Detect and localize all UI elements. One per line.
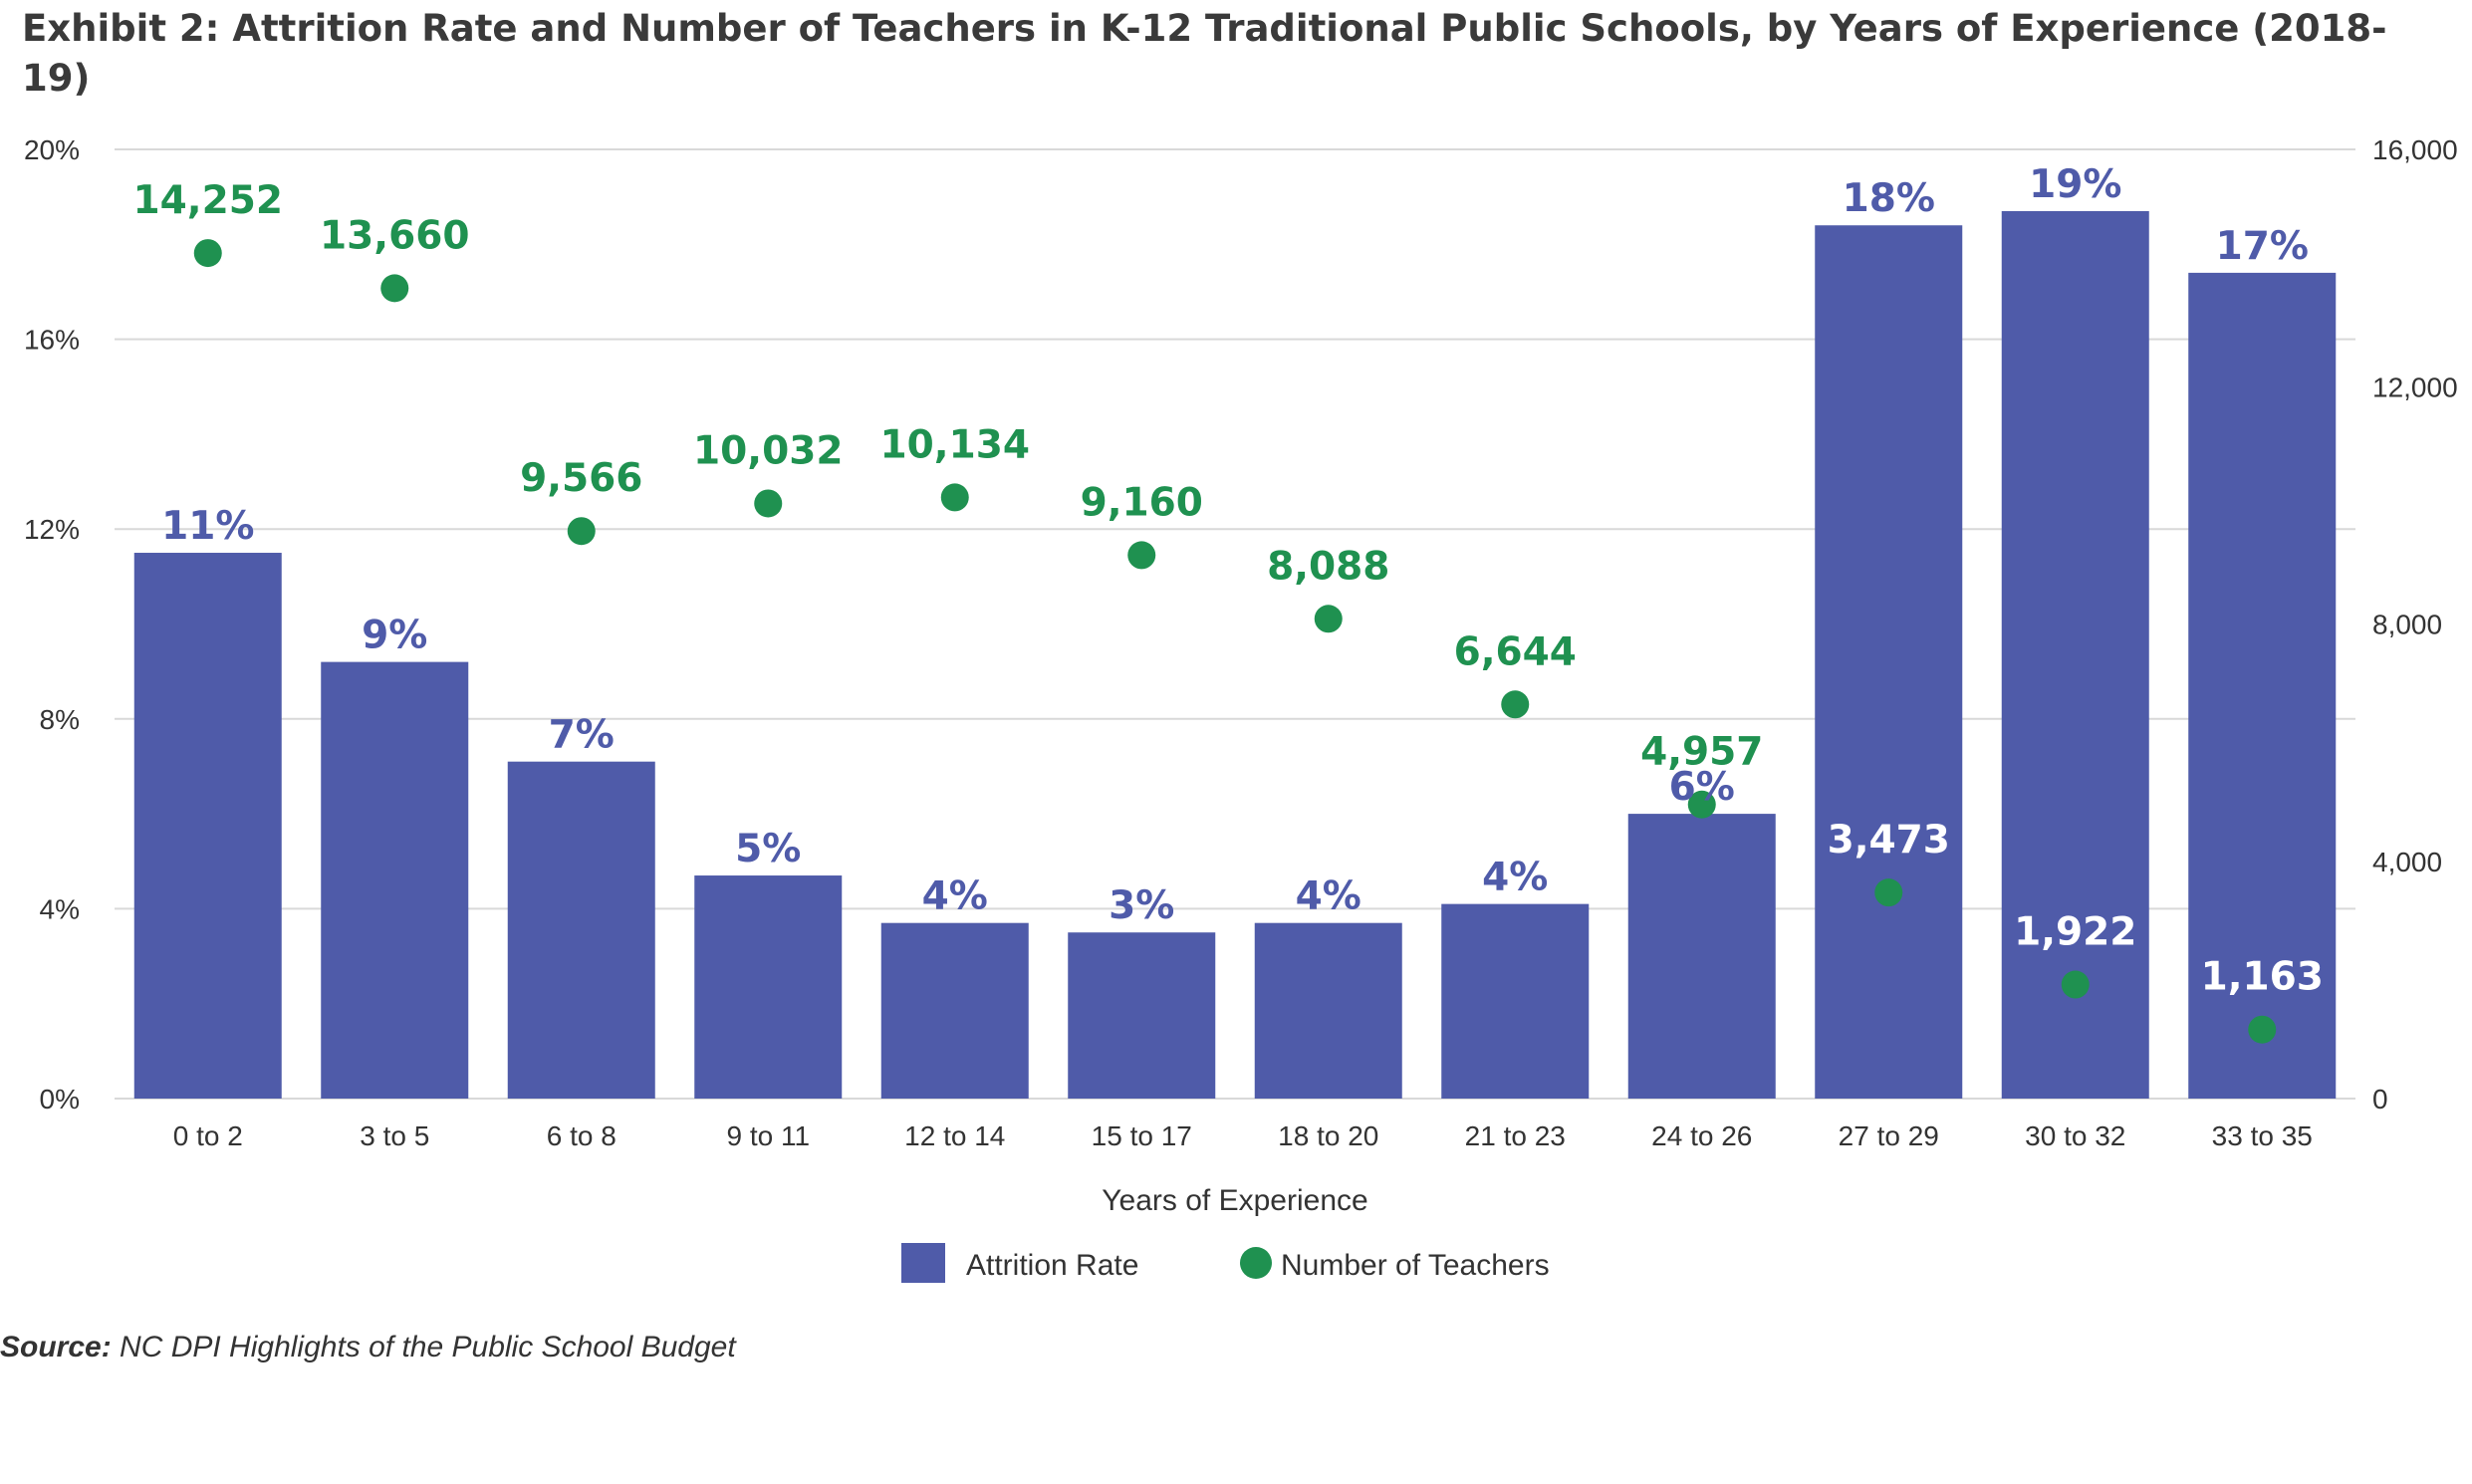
- dots: [193, 239, 2277, 1044]
- dot-value-label: 9,160: [1081, 480, 1203, 525]
- gridlines: [115, 148, 2355, 1100]
- legend-label-dot: Number of Teachers: [1281, 1249, 1550, 1282]
- x-tick-label: 9 to 11: [726, 1120, 810, 1151]
- y-left-tick-label: 0%: [40, 1084, 80, 1114]
- dot: [567, 517, 596, 546]
- dot-value-label: 1,922: [2014, 910, 2136, 955]
- bar: [1254, 922, 1402, 1099]
- dot: [1501, 690, 1530, 719]
- y-right-tick-label: 4,000: [2372, 847, 2442, 877]
- source-note: Source: NC DPI Highlights of the Public …: [0, 1331, 736, 1364]
- bars: [133, 210, 2337, 1100]
- bar: [133, 553, 282, 1099]
- x-tick-label: 24 to 26: [1651, 1120, 1752, 1151]
- dot: [193, 239, 222, 268]
- x-tick-label: 33 to 35: [2212, 1120, 2313, 1151]
- bar-value-label: 19%: [2029, 162, 2121, 207]
- bar-value-label: 4%: [1296, 874, 1361, 919]
- data-labels: 11% 14,252 9% 13,660 7% 9,566 5% 10,032 4% 10,134…: [133, 162, 2324, 1000]
- dot-value-label: 14,252: [133, 178, 284, 223]
- dot: [754, 489, 783, 518]
- bar: [1441, 903, 1590, 1099]
- legend: Attrition Rate Number of Teachers: [901, 1243, 1550, 1283]
- legend-swatch-bar: [901, 1243, 945, 1283]
- dot-value-label: 10,134: [880, 422, 1031, 467]
- dot-value-label: 6,644: [1454, 629, 1577, 674]
- bar-value-label: 18%: [1843, 176, 1935, 221]
- dot-value-label: 10,032: [693, 428, 844, 473]
- y-right-tick-label: 12,000: [2372, 371, 2458, 402]
- dot: [940, 483, 969, 512]
- axes: 0% 4% 8% 12% 16% 20% 0 4,000 8,000 12,000 16,000 0 …: [24, 134, 2458, 1217]
- legend-swatch-dot: [1240, 1247, 1272, 1279]
- dot-value-label: 8,088: [1267, 544, 1389, 589]
- y-left-tick-label: 4%: [40, 893, 80, 924]
- y-right-tick-label: 16,000: [2372, 134, 2458, 165]
- source-label: Source:: [0, 1331, 112, 1363]
- x-tick-label: 6 to 8: [547, 1120, 617, 1151]
- x-tick-label: 0 to 2: [173, 1120, 243, 1151]
- y-left-tick-label: 16%: [24, 325, 80, 356]
- bar: [321, 661, 469, 1099]
- source-text: NC DPI Highlights of the Public School B…: [111, 1331, 736, 1363]
- bar: [880, 922, 1029, 1099]
- x-tick-label: 27 to 29: [1839, 1120, 1939, 1151]
- bar-value-label: 4%: [922, 874, 988, 919]
- dot: [1687, 790, 1716, 819]
- bar-value-label: 3%: [1109, 883, 1174, 928]
- x-tick-label: 12 to 14: [904, 1120, 1005, 1151]
- dot-value-label: 3,473: [1828, 818, 1950, 863]
- bar-value-label: 6%: [1669, 765, 1735, 810]
- dot-value-label: 9,566: [520, 456, 642, 501]
- bar: [2001, 210, 2149, 1099]
- dot: [2248, 1015, 2277, 1044]
- x-tick-label: 21 to 23: [1465, 1120, 1566, 1151]
- bar: [1815, 225, 1963, 1100]
- x-tick-label: 18 to 20: [1278, 1120, 1378, 1151]
- bar: [507, 761, 655, 1099]
- y-left-tick-label: 8%: [40, 704, 80, 735]
- dot-value-label: 1,163: [2201, 955, 2324, 1000]
- y-right-tick-label: 8,000: [2372, 610, 2442, 640]
- bar-value-label: 7%: [549, 713, 615, 758]
- bar: [1068, 932, 1216, 1099]
- x-tick-label: 15 to 17: [1092, 1120, 1192, 1151]
- dot: [380, 274, 409, 303]
- x-tick-label: 30 to 32: [2025, 1120, 2125, 1151]
- dot: [2061, 970, 2090, 999]
- y-left-tick-label: 20%: [24, 134, 80, 165]
- dot-value-label: 4,957: [1640, 730, 1763, 775]
- y-left-tick-label: 12%: [24, 514, 80, 545]
- bar: [694, 875, 843, 1099]
- legend-label-bar: Attrition Rate: [966, 1249, 1138, 1282]
- x-axis-title: Years of Experience: [1102, 1184, 1367, 1217]
- bar-value-label: 11%: [161, 504, 254, 549]
- bar-value-label: 17%: [2216, 224, 2309, 269]
- dot: [1127, 541, 1156, 570]
- y-right-tick-label: 0: [2372, 1084, 2388, 1114]
- bar-value-label: 9%: [362, 614, 427, 658]
- bar: [1627, 814, 1776, 1099]
- bar-value-label: 4%: [1482, 856, 1548, 900]
- x-tick-label: 3 to 5: [360, 1120, 429, 1151]
- chart-title: Exhibit 2: Attrition Rate and Number of …: [22, 7, 2387, 100]
- dot-value-label: 13,660: [320, 213, 470, 258]
- dot: [1314, 605, 1343, 633]
- bar-value-label: 5%: [735, 827, 801, 871]
- dot: [1874, 878, 1903, 907]
- bar: [2188, 272, 2337, 1099]
